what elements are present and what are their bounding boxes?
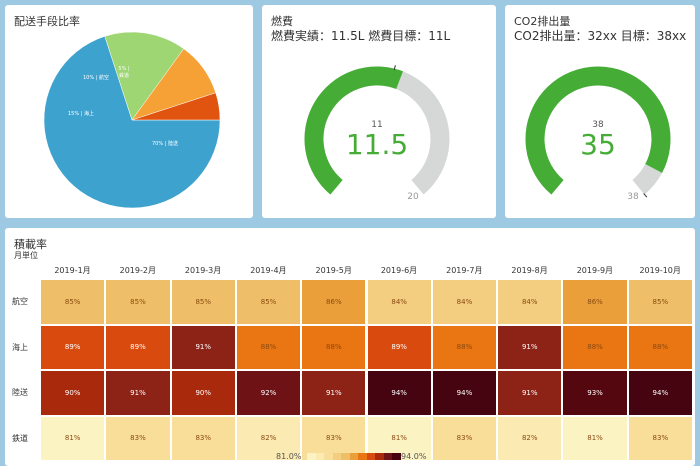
heatmap-cell[interactable]: 90%	[170, 370, 236, 416]
legend-swatch	[341, 453, 350, 460]
legend-swatch	[324, 453, 333, 460]
legend-swatch	[358, 453, 367, 460]
co2-gauge: 38 35 38	[525, 66, 671, 202]
delivery-ratio-pie-chart: 70% | 陸送 15% | 海上 10% | 航空 5% |鉄道	[43, 31, 221, 209]
pie-slice-3[interactable]	[131, 92, 221, 121]
heatmap-cell[interactable]: 85%	[627, 279, 693, 325]
heatmap-column-header: 2019-2月	[119, 266, 156, 275]
fuel-gauge-max-label: 20	[407, 192, 419, 202]
co2-subtitle: CO2排出量：32xx 目標：38xx	[514, 29, 687, 43]
heatmap-column-header: 2019-5月	[315, 266, 352, 275]
load-rate-card: 積載率 月単位 2019-1月 2019-2月 2019-3月 2019-4月 2019…	[5, 228, 695, 466]
legend-swatch	[392, 453, 401, 460]
co2-gauge-value: 35	[580, 128, 616, 161]
co2-gauge-max-label: 38	[627, 192, 639, 202]
heatmap-cell[interactable]: 88%	[627, 324, 693, 370]
heatmap-cell[interactable]: 91%	[497, 370, 563, 416]
heatmap-column-header: 2019-9月	[576, 266, 614, 275]
heatmap-row-label: 鉄道	[12, 433, 28, 443]
fuel-gauge-target-label: 11	[371, 120, 382, 130]
legend-max-label: 94.0%	[401, 452, 427, 461]
pie-slice-label-0: 70% | 陸送	[152, 140, 178, 147]
fuel-gauge: 11 11.5 20	[304, 65, 450, 202]
pie-slice-label-3: 5% |鉄道	[118, 66, 130, 79]
heatmap-column-header: 2019-3月	[184, 266, 222, 275]
fuel-gauge-fill	[304, 66, 403, 195]
fuel-efficiency-card: 燃費 燃費実績：11.5L 燃費目標：11L 11 11.5 20	[262, 5, 496, 218]
heatmap-cell[interactable]: 86%	[562, 279, 628, 325]
pie-slice-1[interactable]	[104, 31, 185, 121]
heatmap-cell[interactable]: 91%	[170, 324, 236, 370]
heatmap-cell[interactable]: 85%	[40, 279, 106, 325]
heatmap-cell[interactable]: 83%	[105, 415, 171, 461]
heatmap-cell[interactable]: 94%	[627, 370, 693, 416]
heatmap-cell[interactable]: 88%	[431, 324, 498, 370]
fuel-gauge-value: 11.5	[346, 128, 408, 161]
heatmap-cell[interactable]: 91%	[105, 370, 171, 416]
heatmap-cell[interactable]: 91%	[301, 370, 367, 416]
heatmap-cell[interactable]: 92%	[235, 370, 302, 416]
heatmap-column-header: 2019-10月	[639, 266, 681, 275]
heatmap-cell[interactable]: 88%	[301, 324, 367, 370]
heatmap-cell[interactable]: 91%	[497, 324, 563, 370]
pie-slice-0[interactable]	[43, 35, 221, 209]
legend-swatch	[383, 453, 393, 460]
legend-swatch	[349, 453, 359, 460]
heatmap-cell[interactable]: 90%	[40, 370, 106, 416]
heatmap-cell[interactable]: 88%	[235, 324, 302, 370]
fuel-subtitle: 燃費実績：11.5L 燃費目標：11L	[271, 29, 451, 43]
heatmap-cell[interactable]: 89%	[105, 324, 171, 370]
heatmap-column-header: 2019-4月	[250, 266, 287, 275]
heatmap-cell[interactable]: 84%	[431, 279, 498, 325]
heatmap-cell[interactable]: 94%	[366, 370, 432, 416]
heatmap-legend: 81.0% 94.0%	[5, 452, 695, 464]
co2-gauge-target-marker	[643, 193, 648, 198]
legend-swatch	[332, 453, 342, 460]
fuel-gauge-target-marker	[393, 65, 396, 71]
co2-title: CO2排出量	[514, 15, 571, 28]
heatmap-column-header: 2019-7月	[446, 266, 483, 275]
legend-swatch	[375, 453, 384, 460]
co2-gauge-fill	[525, 66, 671, 195]
legend-swatch	[307, 453, 316, 460]
co2-gauge-target-label: 38	[592, 120, 604, 130]
heatmap-cell[interactable]: 85%	[235, 279, 302, 325]
heatmap-cell[interactable]: 85%	[105, 279, 171, 325]
heatmap-column-header: 2019-6月	[380, 266, 418, 275]
load-title: 積載率	[14, 238, 47, 251]
heatmap-cell[interactable]: 83%	[170, 415, 236, 461]
heatmap-cell[interactable]: 84%	[366, 279, 432, 325]
load-unit-label: 月単位	[14, 251, 38, 260]
heatmap-cell[interactable]: 81%	[562, 415, 628, 461]
heatmap-cell[interactable]: 83%	[431, 415, 498, 461]
pie-title: 配送手段比率	[14, 15, 80, 28]
legend-min-label: 81.0%	[276, 452, 302, 461]
legend-swatch	[366, 453, 376, 460]
heatmap-column-header: 2019-1月	[54, 266, 91, 275]
heatmap-column-header: 2019-8月	[511, 266, 548, 275]
heatmap-cell[interactable]: 94%	[431, 370, 498, 416]
heatmap-cell[interactable]: 82%	[235, 415, 302, 461]
pie-slice-label-1: 15% | 海上	[68, 110, 94, 117]
co2-emission-card: CO2排出量 CO2排出量：32xx 目標：38xx 38 35 38	[505, 5, 695, 218]
heatmap-cell[interactable]: 89%	[366, 324, 432, 370]
heatmap-row-label: 海上	[12, 342, 28, 352]
heatmap-row-label: 航空	[12, 297, 28, 306]
pie-slice-label-2: 10% | 航空	[83, 74, 109, 81]
heatmap-cell[interactable]: 82%	[497, 415, 563, 461]
heatmap-cell[interactable]: 81%	[40, 415, 106, 461]
heatmap-cell[interactable]: 85%	[170, 279, 236, 325]
heatmap-cell[interactable]: 93%	[562, 370, 628, 416]
heatmap-cell[interactable]: 89%	[40, 324, 106, 370]
delivery-ratio-card: 配送手段比率 70% | 陸送 15% | 海上 10% | 航空 5% |鉄道	[5, 5, 253, 218]
fuel-title: 燃費	[271, 15, 293, 28]
legend-swatch	[315, 453, 325, 460]
heatmap-cell[interactable]: 88%	[562, 324, 628, 370]
heatmap-row-label: 陸送	[12, 388, 28, 397]
heatmap-cell[interactable]: 84%	[497, 279, 563, 325]
heatmap-cell[interactable]: 83%	[627, 415, 693, 461]
heatmap-column-headers: 2019-1月 2019-2月 2019-3月 2019-4月 2019-5月 2019-…	[5, 263, 695, 279]
heatmap-cell[interactable]: 86%	[301, 279, 367, 325]
